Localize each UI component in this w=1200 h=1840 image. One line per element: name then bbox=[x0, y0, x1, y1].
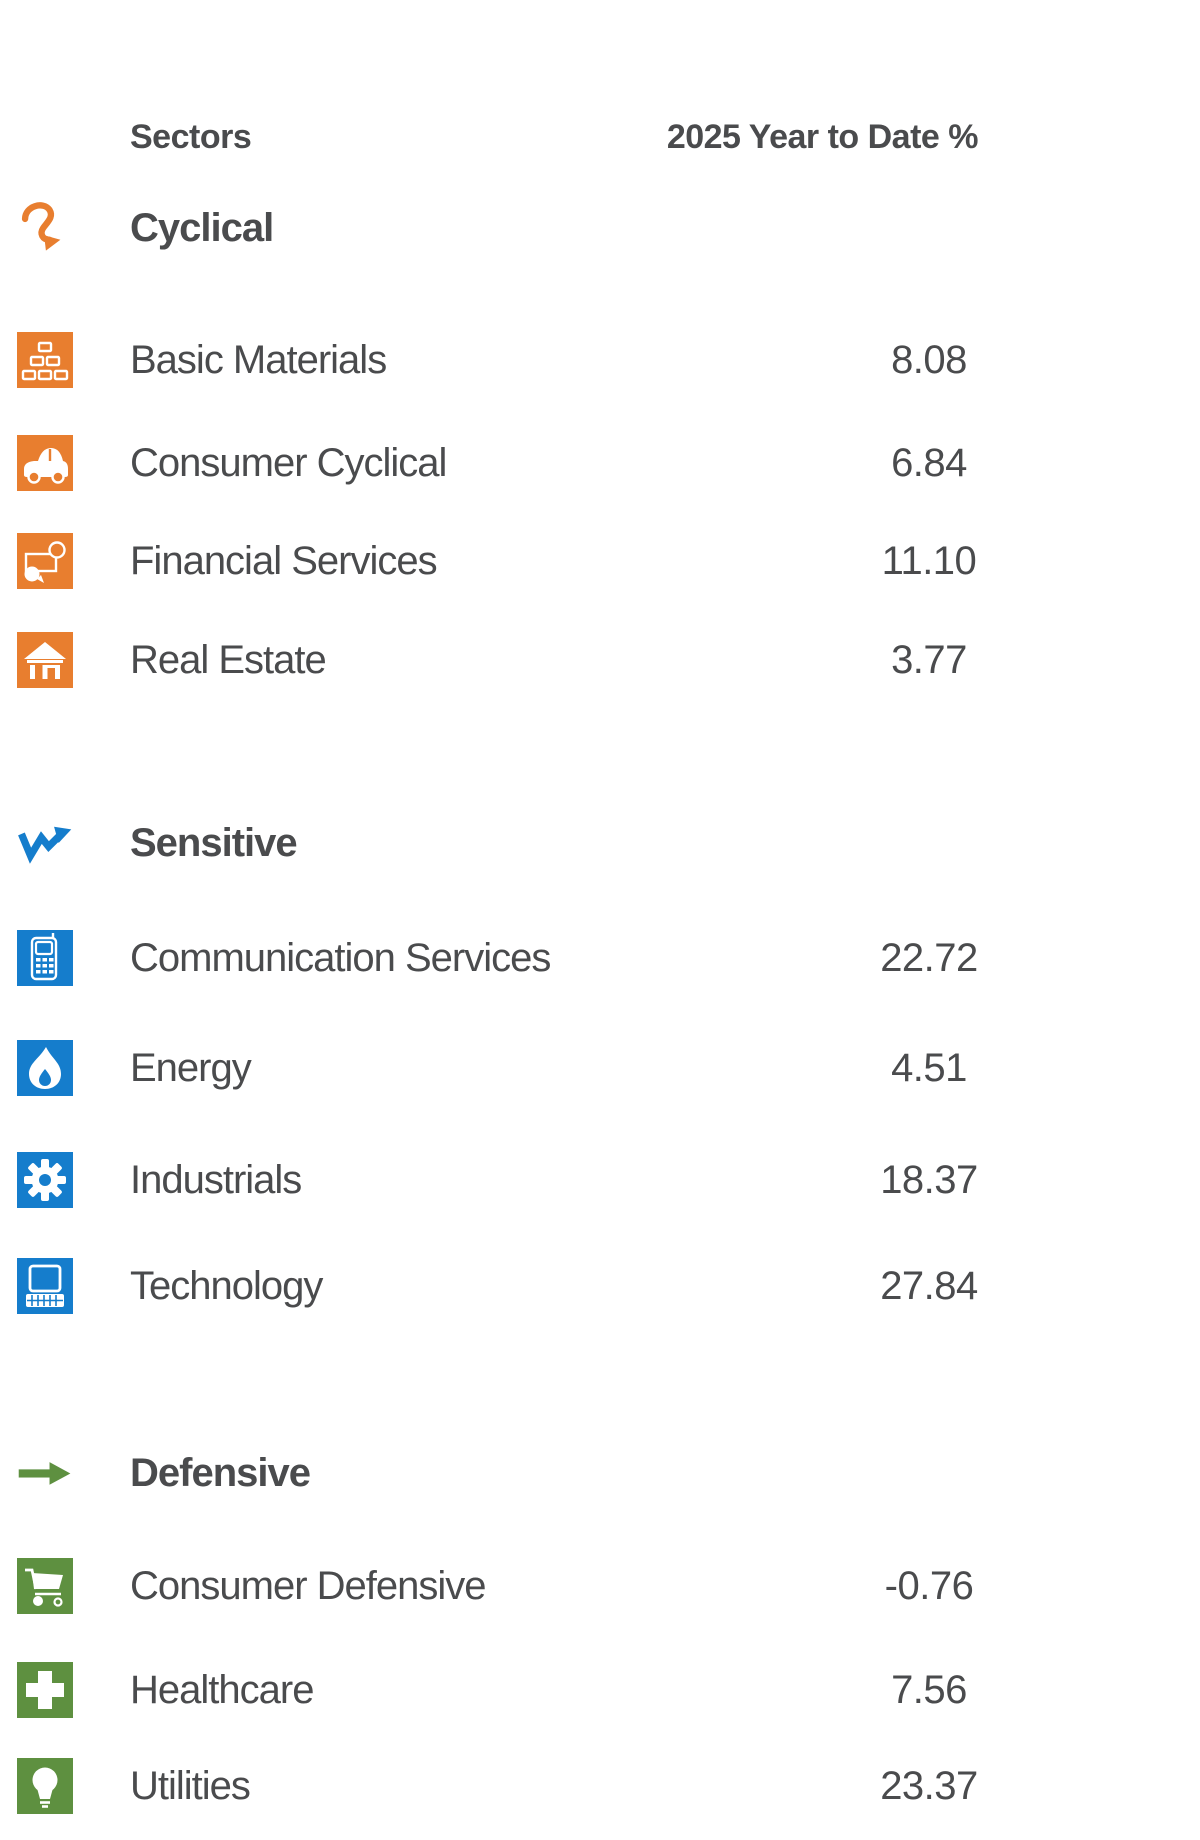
group-header-cyclical: Cyclical bbox=[0, 198, 1030, 258]
row-basic-materials: Basic Materials 8.08 bbox=[0, 332, 1030, 389]
sector-value: 8.08 bbox=[891, 338, 967, 382]
cyclical-arrow-icon bbox=[10, 198, 80, 258]
row-industrials: Industrials 18.37 bbox=[0, 1152, 1030, 1209]
sector-value: 4.51 bbox=[891, 1046, 967, 1090]
column-header-ytd: 2025 Year to Date % bbox=[666, 118, 979, 156]
sector-value: 3.77 bbox=[891, 638, 967, 682]
group-name-defensive: Defensive bbox=[130, 1451, 311, 1495]
row-healthcare: Healthcare 7.56 bbox=[0, 1662, 1030, 1719]
defensive-arrow-icon bbox=[10, 1443, 80, 1503]
sector-value: 18.37 bbox=[880, 1158, 978, 1202]
sector-label: Utilities bbox=[130, 1764, 251, 1808]
sensitive-zigzag-icon bbox=[10, 813, 80, 873]
basic-materials-icon bbox=[17, 332, 73, 388]
row-utilities: Utilities 23.37 bbox=[0, 1758, 1030, 1815]
computer-icon bbox=[17, 1258, 73, 1314]
row-communication-services: Communication Services 22.72 bbox=[0, 930, 1030, 987]
sector-label: Real Estate bbox=[130, 638, 327, 682]
car-icon bbox=[17, 435, 73, 491]
house-icon bbox=[17, 632, 73, 688]
sector-label: Consumer Cyclical bbox=[130, 441, 447, 485]
sector-value: -0.76 bbox=[884, 1564, 974, 1608]
sector-label: Consumer Defensive bbox=[130, 1564, 486, 1608]
row-real-estate: Real Estate 3.77 bbox=[0, 632, 1030, 689]
group-name-cyclical: Cyclical bbox=[130, 206, 274, 250]
sector-label: Communication Services bbox=[130, 936, 551, 980]
sector-label: Healthcare bbox=[130, 1668, 314, 1712]
sector-value: 11.10 bbox=[881, 539, 977, 583]
sector-label: Energy bbox=[130, 1046, 252, 1090]
row-technology: Technology 27.84 bbox=[0, 1258, 1030, 1315]
group-header-sensitive: Sensitive bbox=[0, 813, 1030, 873]
sector-value: 27.84 bbox=[880, 1264, 978, 1308]
sector-label: Technology bbox=[130, 1264, 323, 1308]
light-bulb-icon bbox=[17, 1758, 73, 1814]
sector-value: 23.37 bbox=[880, 1764, 978, 1808]
flame-icon bbox=[17, 1040, 73, 1096]
sector-value: 7.56 bbox=[891, 1668, 967, 1712]
mobile-phone-icon bbox=[17, 930, 73, 986]
sector-label: Financial Services bbox=[130, 539, 438, 583]
sector-label: Industrials bbox=[130, 1158, 302, 1202]
row-consumer-defensive: Consumer Defensive -0.76 bbox=[0, 1558, 1030, 1615]
money-coins-icon bbox=[17, 533, 73, 589]
row-consumer-cyclical: Consumer Cyclical 6.84 bbox=[0, 435, 1030, 492]
sector-label: Basic Materials bbox=[130, 338, 387, 382]
group-header-defensive: Defensive bbox=[0, 1443, 1030, 1503]
sector-value: 6.84 bbox=[891, 441, 967, 485]
shopping-cart-icon bbox=[17, 1558, 73, 1614]
group-name-sensitive: Sensitive bbox=[130, 821, 298, 865]
medical-cross-icon bbox=[17, 1662, 73, 1718]
row-energy: Energy 4.51 bbox=[0, 1040, 1030, 1097]
gear-icon bbox=[17, 1152, 73, 1208]
column-header-sectors: Sectors bbox=[130, 118, 252, 156]
row-financial-services: Financial Services 11.10 bbox=[0, 533, 1030, 590]
sector-value: 22.72 bbox=[880, 936, 978, 980]
